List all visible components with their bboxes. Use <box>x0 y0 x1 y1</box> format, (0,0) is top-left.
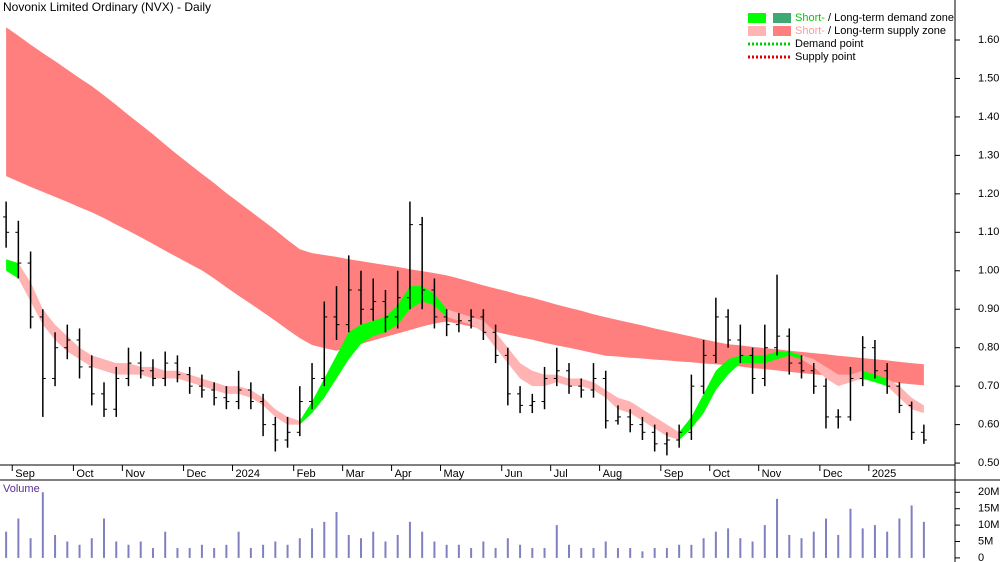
zone-band <box>801 355 863 387</box>
legend-text: / Long-term demand zone <box>828 12 954 24</box>
y-tick-label: 0.50 <box>978 457 999 469</box>
legend-swatch <box>773 13 791 23</box>
legend-short: Short- <box>795 12 825 24</box>
y2-tick-label: 0 <box>978 552 984 562</box>
zone-band <box>6 27 924 386</box>
y2-tick-label: 5M <box>978 535 993 547</box>
x-tick-label: May <box>444 468 465 480</box>
y2-tick-label: 20M <box>978 486 999 498</box>
zone-band <box>299 286 447 425</box>
zone-band <box>679 351 802 440</box>
legend-swatch <box>748 13 766 23</box>
y-tick-label: 0.80 <box>978 342 999 354</box>
legend-label: Short- / Long-term demand zone <box>795 12 954 24</box>
legend-swatch <box>773 26 791 36</box>
legend-swatch <box>748 26 766 36</box>
legend-label: Supply point <box>795 51 856 63</box>
x-tick-label: 2024 <box>236 468 260 480</box>
x-tick-label: Jun <box>505 468 523 480</box>
x-tick-label: Oct <box>713 468 730 480</box>
x-tick-label: Dec <box>187 468 207 480</box>
x-tick-label: Feb <box>297 468 316 480</box>
y-tick-label: 1.30 <box>978 149 999 161</box>
volume-label: Volume <box>3 483 40 495</box>
x-tick-label: Nov <box>762 468 782 480</box>
legend-text: Demand point <box>795 38 864 50</box>
x-tick-label: Oct <box>76 468 93 480</box>
zone-band <box>446 309 680 440</box>
legend-text: / Long-term supply zone <box>828 25 946 37</box>
legend-label: Short- / Long-term supply zone <box>795 25 946 37</box>
y-tick-label: 1.00 <box>978 265 999 277</box>
y-tick-label: 1.60 <box>978 34 999 46</box>
legend-label: Demand point <box>795 38 864 50</box>
zone-band <box>887 378 924 414</box>
y2-tick-label: 15M <box>978 503 999 515</box>
zone-band <box>6 259 19 279</box>
x-tick-label: Aug <box>603 468 623 480</box>
x-tick-label: Nov <box>125 468 145 480</box>
y-tick-label: 1.20 <box>978 188 999 200</box>
y-tick-label: 0.70 <box>978 380 999 392</box>
plot-layer <box>3 27 927 558</box>
x-tick-label: 2025 <box>872 468 896 480</box>
x-tick-label: Sep <box>664 468 684 480</box>
y-tick-label: 1.50 <box>978 72 999 84</box>
x-tick-label: Dec <box>823 468 843 480</box>
x-tick-label: Apr <box>395 468 412 480</box>
legend-short: Short- <box>795 25 825 37</box>
y-tick-label: 1.10 <box>978 226 999 238</box>
x-tick-label: Sep <box>15 468 35 480</box>
y2-tick-label: 10M <box>978 519 999 531</box>
legend-text: Supply point <box>795 51 856 63</box>
y-tick-label: 0.90 <box>978 303 999 315</box>
x-tick-label: Mar <box>346 468 365 480</box>
x-tick-label: Jul <box>554 468 568 480</box>
zone-band <box>18 263 300 425</box>
y-tick-label: 1.40 <box>978 111 999 123</box>
y-tick-label: 0.60 <box>978 419 999 431</box>
chart-title: Novonix Limited Ordinary (NVX) - Daily <box>3 0 211 14</box>
